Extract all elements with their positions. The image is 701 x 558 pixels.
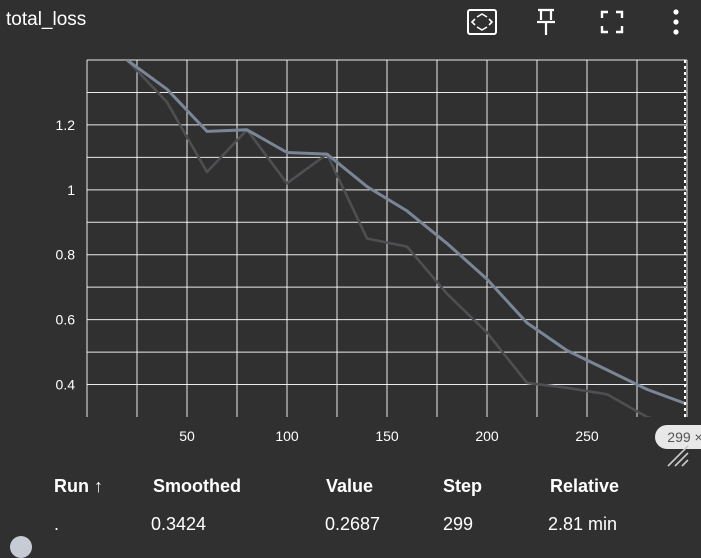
cell-step: 299 [443, 514, 474, 534]
step-badge-label[interactable]: 299 × [667, 429, 701, 445]
fit-to-data-icon[interactable] [464, 4, 500, 40]
x-tick-label: 50 [179, 428, 195, 444]
y-tick-label: 0.8 [56, 247, 76, 263]
run-color-indicator[interactable] [10, 536, 32, 558]
pin-icon[interactable] [528, 4, 564, 40]
y-tick-label: 1 [67, 182, 75, 198]
x-tick-label: 150 [375, 428, 399, 444]
y-tick-label: 1.2 [56, 117, 76, 133]
smoothed-series-line [125, 60, 687, 405]
col-header-relative[interactable]: Relative [550, 476, 620, 496]
step-badge[interactable] [655, 425, 701, 449]
cell-relative: 2.81 min [548, 514, 618, 534]
y-tick-label: 0.4 [56, 377, 76, 393]
resize-handle-icon[interactable] [660, 438, 690, 468]
loss-chart[interactable]: 0.4 0.6 0.8 1 1.2 50 100 150 200 250 299 × [0, 44, 701, 454]
cell-run: . [54, 514, 60, 534]
fullscreen-icon[interactable] [594, 4, 630, 40]
col-header-value[interactable]: Value [326, 476, 374, 496]
chart-svg[interactable]: 0.4 0.6 0.8 1 1.2 50 100 150 200 250 299 × [0, 44, 701, 454]
x-tick-label: 200 [475, 428, 499, 444]
card-header: total_loss [0, 0, 701, 44]
data-table: Run ↑ Smoothed Value Step Relative . 0.3… [0, 468, 701, 548]
col-header-step[interactable]: Step [443, 476, 483, 496]
more-vert-icon[interactable] [658, 4, 694, 40]
chart-title: total_loss [6, 9, 87, 30]
x-tick-label: 100 [275, 428, 299, 444]
raw-series-line [125, 60, 653, 417]
x-tick-label: 250 [575, 428, 599, 444]
col-header-smoothed[interactable]: Smoothed [153, 476, 241, 496]
y-tick-label: 0.6 [56, 312, 76, 328]
col-header-run[interactable]: Run ↑ [54, 476, 103, 496]
cell-value: 0.2687 [325, 514, 381, 534]
cell-smoothed: 0.3424 [151, 514, 207, 534]
